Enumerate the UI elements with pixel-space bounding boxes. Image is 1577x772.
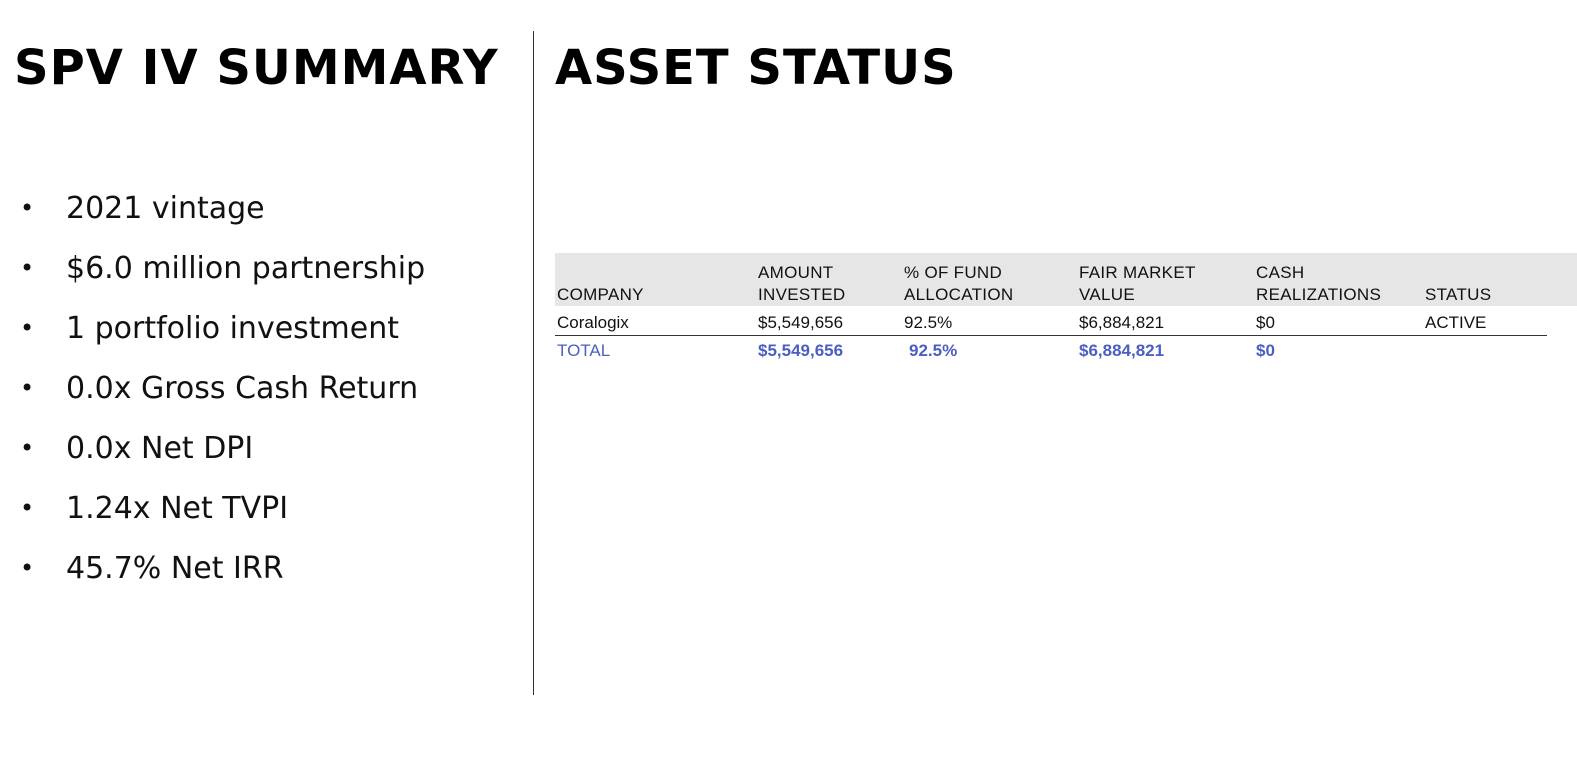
bullet-icon: • [20, 434, 35, 462]
header-status: STATUS [1425, 285, 1492, 304]
bullet-net-dpi: • 0.0x Net DPI [20, 418, 425, 478]
bullet-icon: • [20, 254, 35, 282]
bullet-net-tvpi: • 1.24x Net TVPI [20, 478, 425, 538]
bullet-text: 0.0x Net DPI [66, 430, 254, 466]
cell-company: Coralogix [557, 313, 629, 332]
bullet-gross-cash-return: • 0.0x Gross Cash Return [20, 358, 425, 418]
bullet-text: $6.0 million partnership [66, 250, 426, 286]
asset-status-table: COMPANY AMOUNT INVESTED % OF FUND ALLOCA… [555, 253, 1577, 366]
summary-bullet-list: • 2021 vintage • $6.0 million partnership … [20, 178, 425, 598]
total-amount-invested: $5,549,656 [758, 341, 844, 360]
total-cash-realizations: $0 [1256, 341, 1275, 360]
bullet-icon: • [20, 194, 35, 222]
vertical-divider [533, 31, 534, 695]
bullet-icon: • [20, 374, 35, 402]
total-fund-allocation: 92.5% [909, 341, 958, 360]
bullet-text: 45.7% Net IRR [66, 550, 284, 586]
header-fund-allocation: % OF FUND ALLOCATION [904, 263, 1014, 304]
cell-status: ACTIVE [1425, 313, 1487, 332]
total-label: TOTAL [557, 341, 611, 360]
bullet-net-irr: • 45.7% Net IRR [20, 538, 425, 598]
bullet-icon: • [20, 494, 35, 522]
bullet-vintage: • 2021 vintage [20, 178, 425, 238]
header-cash-realizations: CASH REALIZATIONS [1256, 263, 1382, 304]
header-company: COMPANY [557, 285, 644, 304]
bullet-text: 2021 vintage [66, 190, 265, 226]
cell-fund-allocation: 92.5% [904, 313, 953, 332]
header-amount-invested: AMOUNT INVESTED [758, 263, 846, 304]
cell-amount-invested: $5,549,656 [758, 313, 844, 332]
bullet-portfolio: • 1 portfolio investment [20, 298, 425, 358]
table-row: Coralogix $5,549,656 92.5% $6,884,821 $0… [555, 306, 1547, 336]
cell-fair-market-value: $6,884,821 [1079, 313, 1165, 332]
table-total-row: TOTAL $5,549,656 92.5% $6,884,821 $0 [555, 336, 1577, 366]
bullet-text: 0.0x Gross Cash Return [66, 370, 419, 406]
summary-title: SPV IV SUMMARY [14, 40, 499, 96]
bullet-icon: • [20, 314, 35, 342]
bullet-icon: • [20, 554, 35, 582]
bullet-partnership: • $6.0 million partnership [20, 238, 425, 298]
header-fair-market-value: FAIR MARKET VALUE [1079, 263, 1196, 304]
bullet-text: 1.24x Net TVPI [66, 490, 289, 526]
bullet-text: 1 portfolio investment [66, 310, 400, 346]
asset-status-title: ASSET STATUS [555, 40, 957, 96]
total-fair-market-value: $6,884,821 [1079, 341, 1165, 360]
table-header-row: COMPANY AMOUNT INVESTED % OF FUND ALLOCA… [555, 253, 1577, 306]
cell-cash-realizations: $0 [1256, 313, 1275, 332]
